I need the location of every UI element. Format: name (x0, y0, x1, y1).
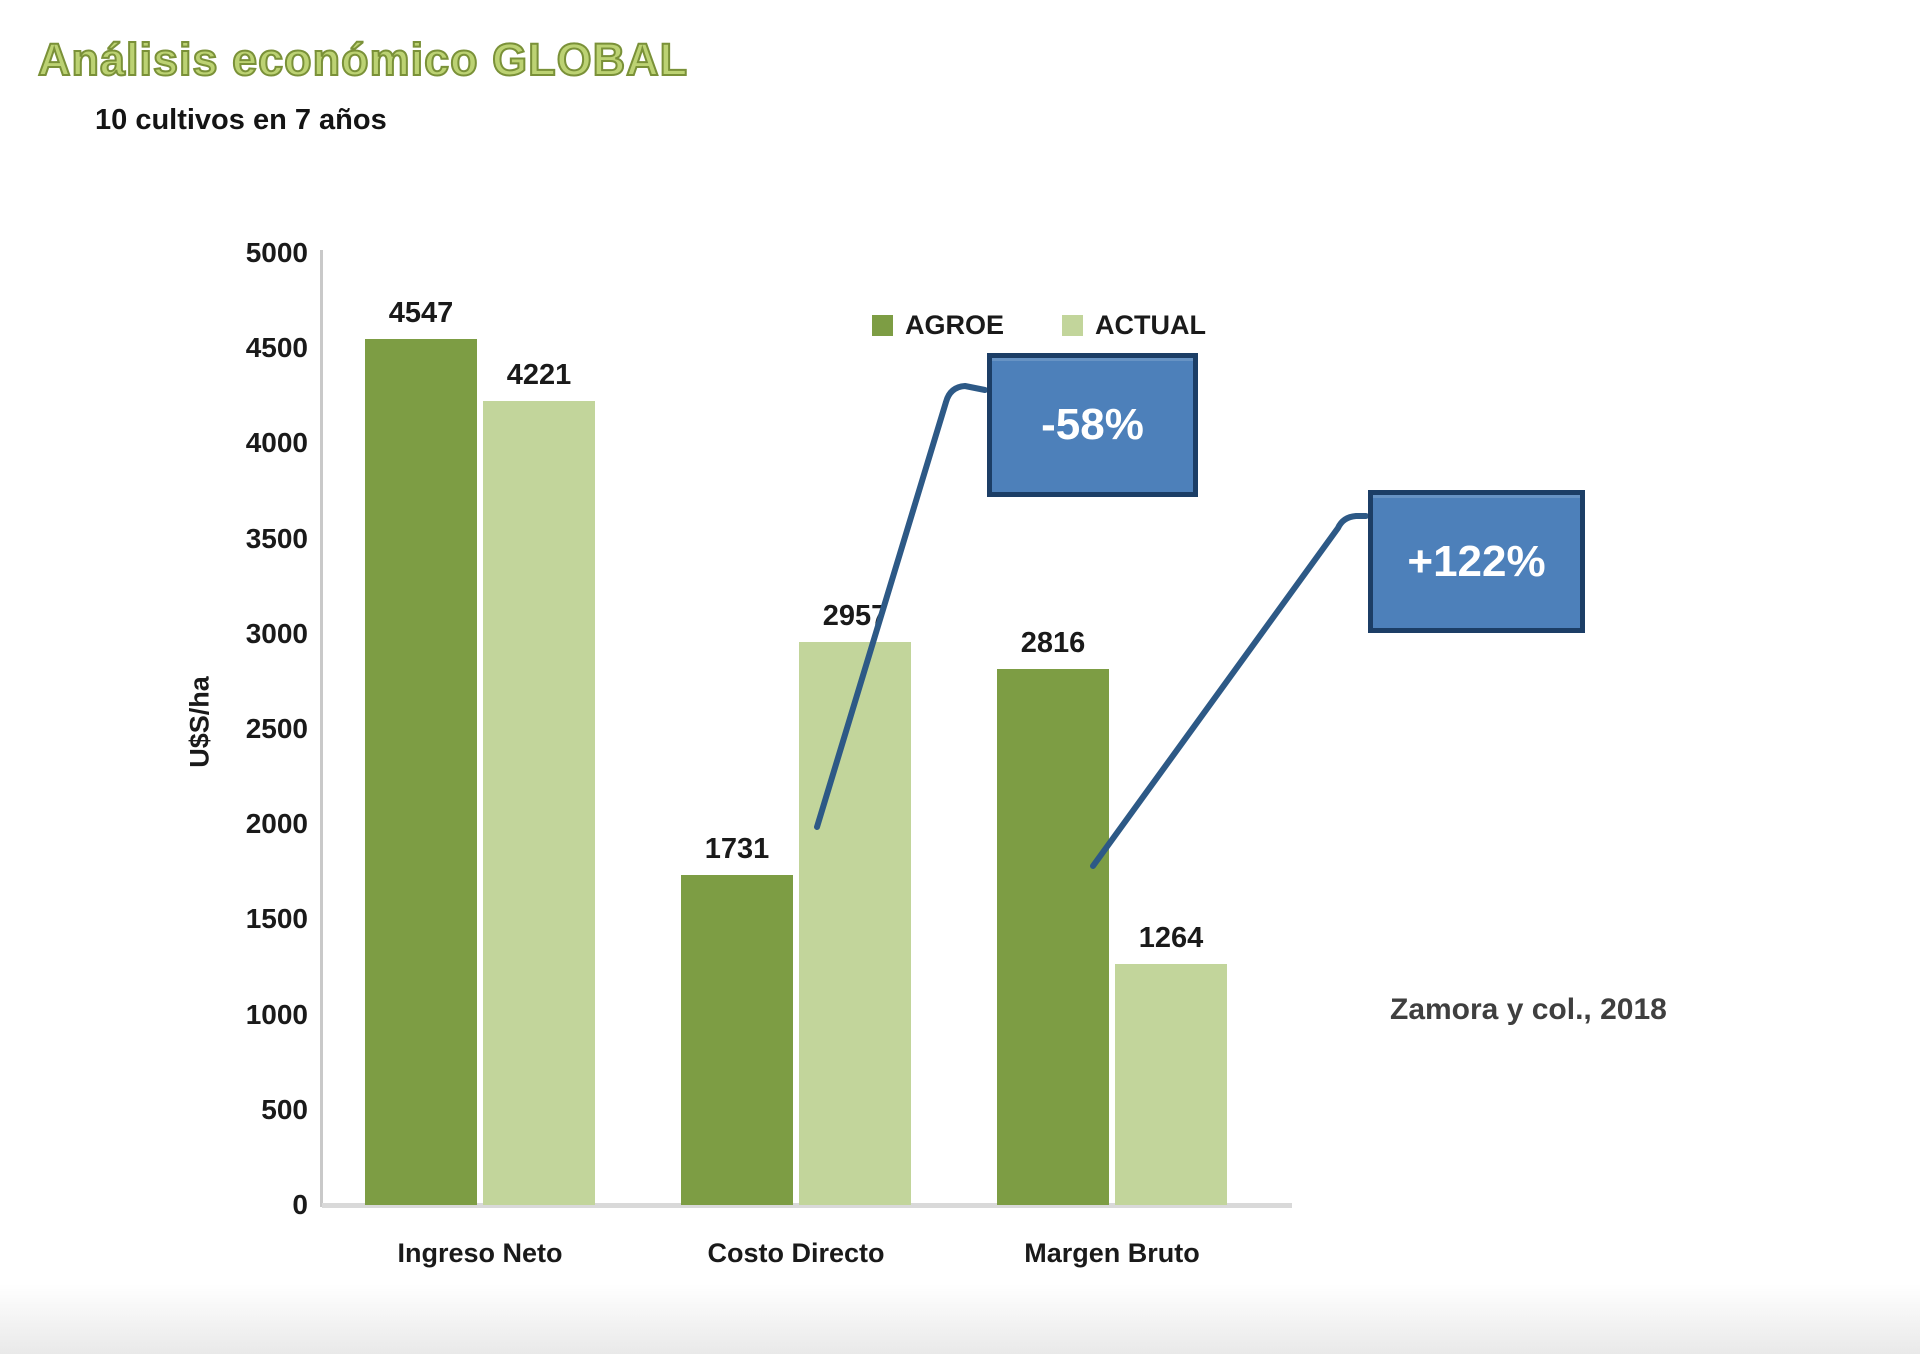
bar-agroe-margen-bruto (997, 669, 1109, 1205)
y-tick-label: 2500 (245, 713, 308, 744)
y-tick-label: 500 (261, 1093, 308, 1125)
y-tick-label: 4000 (245, 427, 308, 459)
y-tick-label: 3000 (245, 617, 308, 649)
legend-swatch (872, 315, 893, 336)
annotation-box-decrease: -58% (987, 353, 1198, 497)
y-axis-line (320, 250, 323, 1207)
page-title: Análisis económico GLOBAL (37, 33, 689, 86)
bar-agroe-ingreso-neto (365, 339, 477, 1205)
bar-value-label: 1731 (704, 833, 770, 865)
slide-bottom-shadow (0, 1284, 1920, 1354)
callout-line-margen-bruto (1090, 513, 1369, 869)
bar-value-label: 1264 (1138, 922, 1204, 954)
y-tick-label: 3500 (245, 522, 308, 554)
annotation-box-increase: +122% (1368, 490, 1585, 633)
legend-item-agroe: AGROE (872, 310, 1004, 341)
bar-actual-costo-directo (799, 642, 911, 1205)
bar-actual-ingreso-neto (483, 401, 595, 1205)
legend-label: ACTUAL (1095, 310, 1206, 340)
y-tick-label: 2000 (245, 808, 308, 840)
y-tick-label: 1000 (245, 998, 308, 1030)
legend-label: AGROE (905, 310, 1005, 340)
bar-value-label: 4221 (506, 359, 572, 391)
x-category-label: Ingreso Neto (397, 1238, 563, 1268)
y-tick-label: 5000 (245, 237, 308, 268)
bar-value-label: 2816 (1020, 627, 1086, 659)
bar-value-label: 4547 (388, 297, 454, 329)
y-tick-label: 1500 (245, 903, 308, 935)
bar-agroe-costo-directo (681, 875, 793, 1205)
page-subtitle: 10 cultivos en 7 años (95, 104, 387, 136)
y-tick-label: 4500 (245, 332, 308, 364)
y-tick-label: 0 (292, 1189, 308, 1220)
x-axis-line (322, 1203, 1292, 1208)
x-category-label: Costo Directo (707, 1238, 885, 1268)
citation-text: Zamora y col., 2018 (1390, 993, 1667, 1026)
legend-item-actual: ACTUAL (1062, 310, 1206, 341)
bar-value-label: 2957 (822, 600, 888, 632)
x-category-label: Margen Bruto (1024, 1238, 1200, 1268)
bar-actual-margen-bruto (1115, 964, 1227, 1205)
legend-swatch (1062, 315, 1084, 336)
chart-legend: AGROE ACTUAL (872, 310, 1206, 341)
